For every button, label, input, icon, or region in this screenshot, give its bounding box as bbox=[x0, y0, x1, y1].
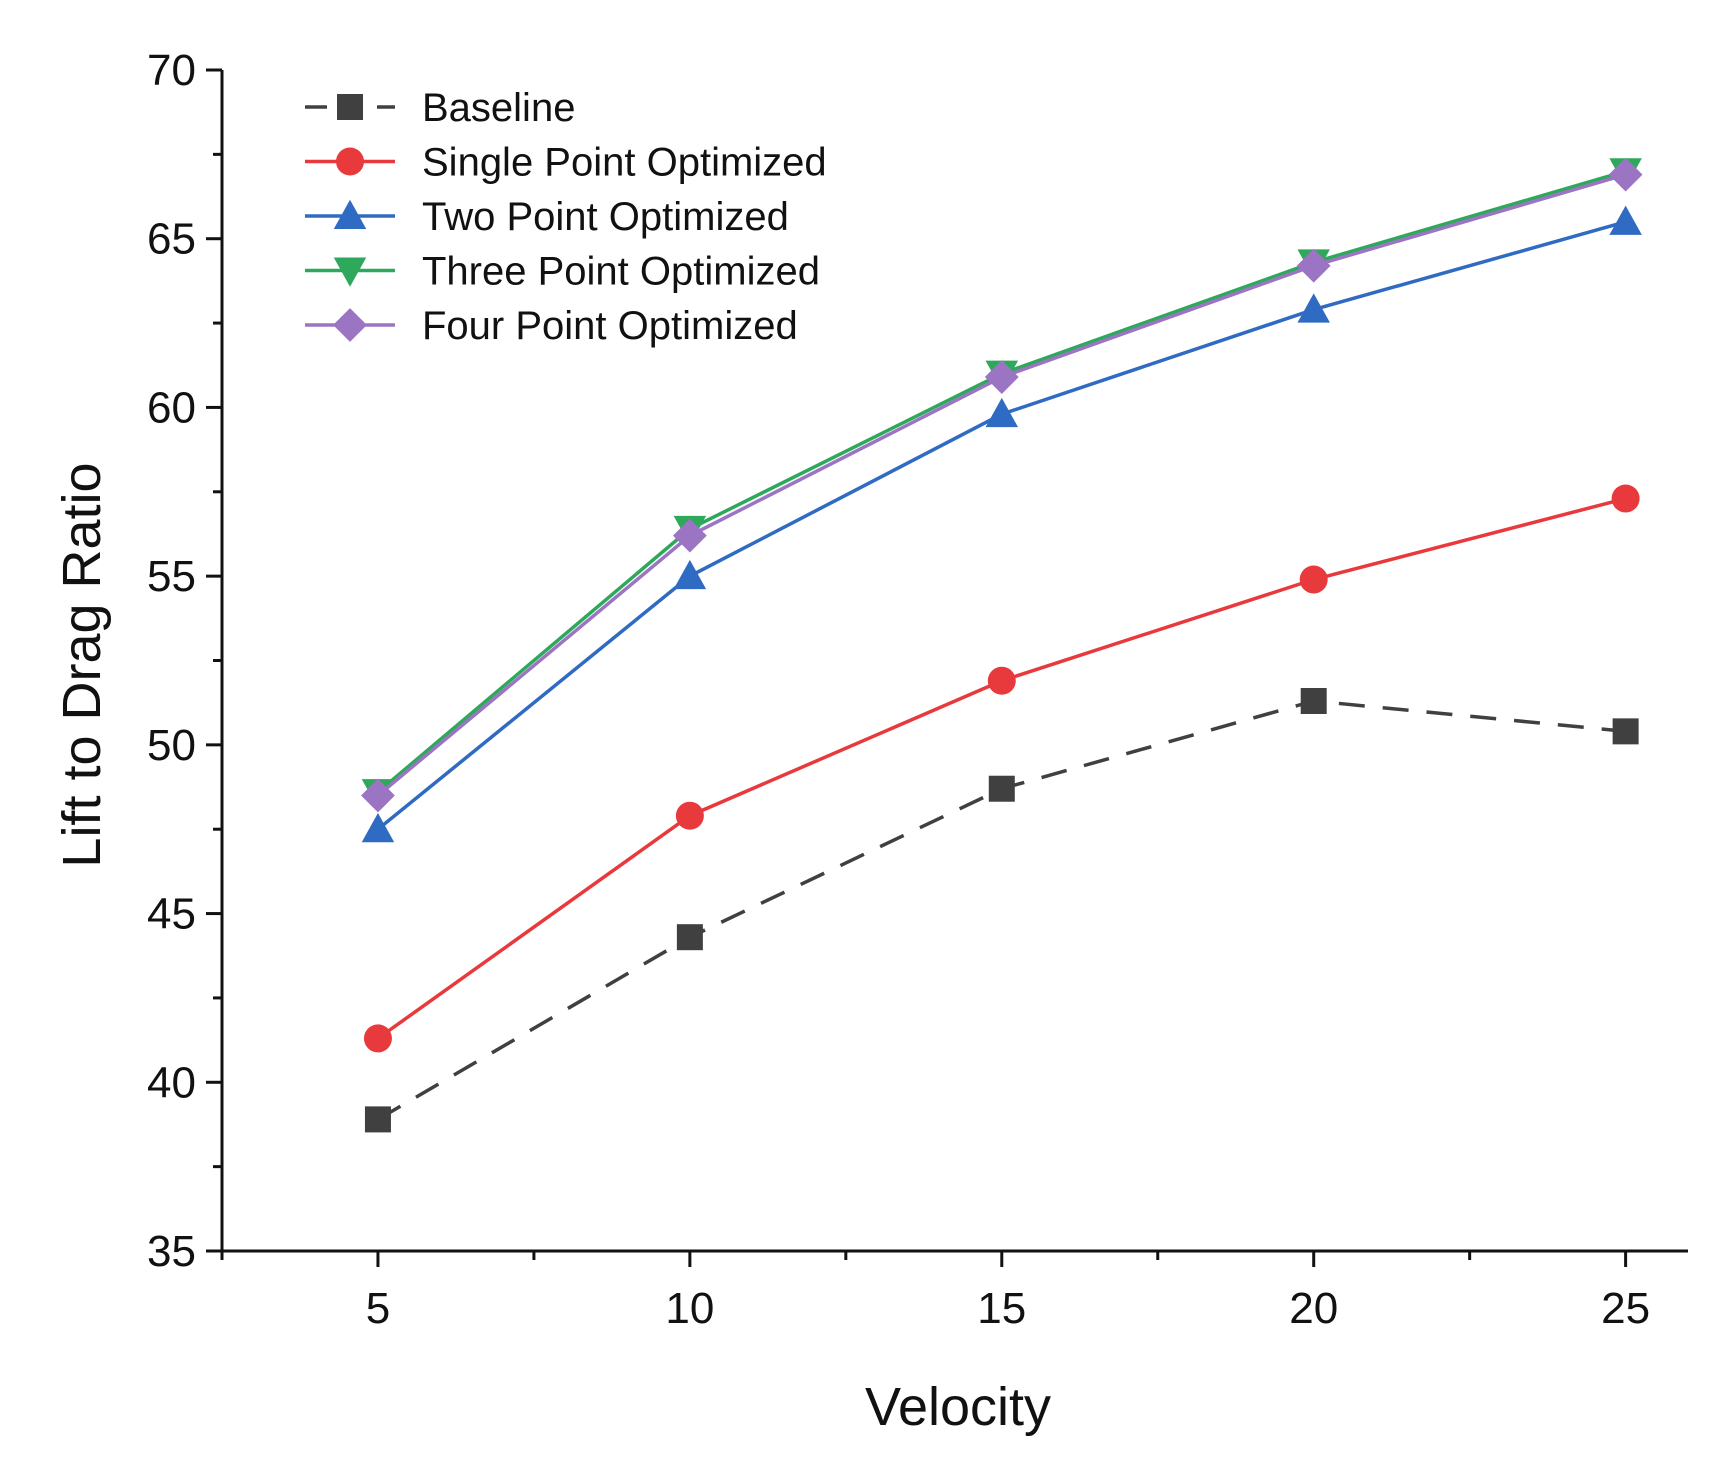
data-point bbox=[1608, 157, 1643, 192]
data-point bbox=[1611, 484, 1640, 513]
x-axis-title: Velocity bbox=[865, 1377, 1051, 1437]
data-point bbox=[988, 775, 1015, 802]
data-point bbox=[675, 801, 704, 830]
y-tick-label: 35 bbox=[147, 1227, 196, 1276]
series-four-point-optimized bbox=[361, 157, 1643, 813]
legend: Baseline Single Point Optimized Two Point … bbox=[305, 86, 827, 348]
data-point bbox=[985, 397, 1019, 428]
legend-item: Three Point Optimized bbox=[305, 250, 820, 294]
y-axis-title: Lift to Drag Ratio bbox=[52, 462, 112, 867]
legend-marker bbox=[333, 199, 367, 229]
x-tick-label: 5 bbox=[366, 1284, 390, 1333]
legend-label: Two Point Optimized bbox=[422, 195, 789, 239]
y-tick-label: 50 bbox=[147, 721, 196, 770]
data-point bbox=[363, 1024, 392, 1053]
data-point bbox=[1612, 718, 1639, 745]
data-point bbox=[987, 666, 1016, 695]
data-point bbox=[1609, 205, 1642, 235]
x-tick-label: 15 bbox=[977, 1284, 1026, 1333]
data-point bbox=[672, 518, 707, 553]
legend-marker bbox=[333, 308, 367, 342]
y-tick-label: 45 bbox=[147, 890, 196, 939]
y-tick-label: 70 bbox=[147, 46, 196, 95]
data-point bbox=[676, 924, 703, 951]
legend-item: Single Point Optimized bbox=[305, 141, 827, 185]
legend-marker bbox=[337, 94, 363, 120]
chart-axes: 35 40 45 50 55 60 65 70 5 10 15 20 25 bbox=[147, 46, 1688, 1333]
legend-item: Two Point Optimized bbox=[305, 195, 789, 239]
legend-marker bbox=[333, 257, 367, 287]
legend-label: Four Point Optimized bbox=[422, 304, 798, 348]
data-point bbox=[1300, 687, 1327, 714]
series-two-point-optimized bbox=[361, 205, 1642, 843]
legend-item: Baseline bbox=[305, 86, 575, 130]
legend-marker bbox=[336, 147, 364, 176]
legend-label: Three Point Optimized bbox=[422, 250, 820, 294]
series-line bbox=[376, 496, 1627, 1040]
series-layer bbox=[361, 157, 1643, 1133]
y-tick-label: 60 bbox=[147, 383, 196, 432]
legend-item: Four Point Optimized bbox=[305, 304, 798, 348]
series-baseline bbox=[364, 687, 1639, 1133]
data-point bbox=[361, 812, 395, 843]
data-point bbox=[1297, 293, 1330, 323]
y-tick-label: 40 bbox=[147, 1058, 196, 1107]
legend-label: Baseline bbox=[422, 86, 575, 130]
x-tick-label: 20 bbox=[1289, 1284, 1338, 1333]
x-tick-label: 25 bbox=[1601, 1284, 1650, 1333]
legend-label: Single Point Optimized bbox=[422, 141, 827, 185]
y-tick-label: 65 bbox=[147, 215, 196, 264]
data-point bbox=[364, 1106, 391, 1133]
data-point bbox=[984, 360, 1019, 394]
data-point bbox=[1296, 248, 1331, 283]
series-line bbox=[377, 699, 1626, 1121]
x-tick-label: 10 bbox=[665, 1284, 714, 1333]
y-tick-label: 55 bbox=[147, 552, 196, 601]
series-single-point-optimized bbox=[363, 484, 1640, 1053]
data-point bbox=[361, 778, 395, 813]
data-point bbox=[673, 559, 707, 590]
data-point bbox=[1299, 565, 1328, 594]
